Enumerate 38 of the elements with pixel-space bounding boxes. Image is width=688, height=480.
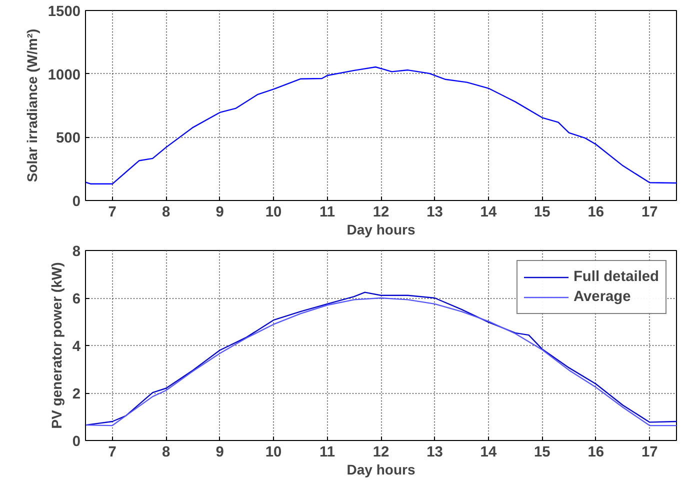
x-tick-label: 10 bbox=[265, 444, 282, 460]
x-axis-title: Day hours bbox=[346, 462, 416, 478]
line-series bbox=[86, 66, 676, 185]
x-tick-label: 15 bbox=[534, 204, 550, 220]
x-tick-label: 17 bbox=[641, 204, 658, 220]
x-axis-title: Day hours bbox=[346, 222, 416, 238]
x-tick-label: 17 bbox=[641, 444, 658, 460]
x-tick-label: 13 bbox=[426, 204, 443, 220]
y-axis-title: Solar irradiance (W/m²) bbox=[24, 28, 40, 182]
x-tick-label: 8 bbox=[162, 204, 170, 220]
legend-label: Full detailed bbox=[573, 269, 659, 285]
x-tick-label: 11 bbox=[320, 444, 336, 460]
x-tick-label: 16 bbox=[588, 444, 604, 460]
x-tick-label: 14 bbox=[480, 444, 498, 460]
y-tick-label: 0 bbox=[72, 434, 81, 450]
y-tick-label: 6 bbox=[72, 292, 81, 308]
x-tick-label: 8 bbox=[162, 444, 170, 460]
x-tick-label: 7 bbox=[108, 444, 116, 460]
x-tick-label: 16 bbox=[588, 204, 604, 220]
x-tick-label: 12 bbox=[372, 444, 390, 460]
y-tick-label: 1000 bbox=[48, 67, 81, 84]
x-tick-label: 13 bbox=[426, 444, 443, 460]
x-tick-label: 9 bbox=[216, 444, 224, 460]
x-tick-label: 10 bbox=[265, 204, 282, 220]
x-tick-label: 12 bbox=[372, 204, 390, 220]
y-tick-label: 1500 bbox=[48, 4, 81, 20]
x-tick-label: 7 bbox=[108, 204, 116, 220]
x-tick-label: 9 bbox=[216, 204, 224, 220]
y-tick-label: 500 bbox=[56, 130, 81, 147]
x-tick-label: 14 bbox=[480, 204, 498, 220]
y-tick-label: 0 bbox=[72, 194, 81, 210]
x-tick-label: 15 bbox=[534, 444, 550, 460]
y-axis-title: PV generator power (kW) bbox=[48, 262, 64, 429]
y-tick-label: 2 bbox=[72, 386, 81, 402]
y-tick-label: 8 bbox=[72, 244, 81, 260]
y-tick-label: 4 bbox=[72, 339, 82, 355]
legend-label: Average bbox=[573, 289, 631, 305]
x-tick-label: 11 bbox=[320, 204, 336, 220]
